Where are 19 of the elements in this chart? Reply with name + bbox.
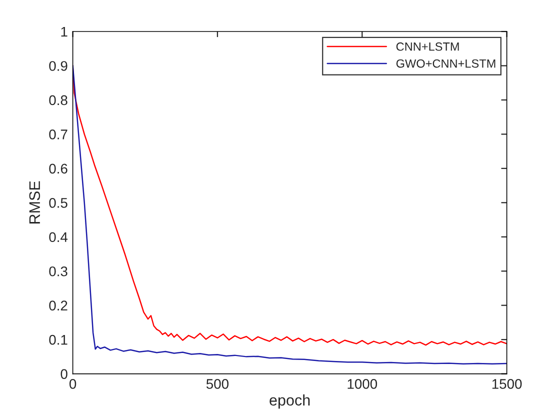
legend-label: GWO+CNN+LSTM [396, 59, 496, 68]
y-tick-label: 0.8 [49, 95, 68, 106]
legend-label: CNN+LSTM [396, 42, 459, 51]
y-tick-label: 0 [60, 369, 68, 379]
x-axis-title: epoch [270, 394, 310, 409]
y-tick-label: 0.1 [49, 334, 68, 345]
y-axis-title: RMSE [29, 181, 40, 224]
y-tick-label: 0.2 [49, 300, 68, 311]
y-tick-label: 0.5 [49, 198, 68, 208]
x-tick-label: 500 [206, 379, 229, 389]
x-tick-label: 1500 [492, 379, 522, 389]
y-tick-label: 0.7 [49, 130, 68, 140]
x-tick-label: 1000 [348, 379, 378, 389]
y-tick-label: 0.6 [49, 164, 68, 174]
y-tick-label: 0.9 [49, 61, 68, 71]
y-tick-label: 1 [61, 26, 68, 37]
y-tick-label: 0.3 [49, 266, 68, 276]
y-tick-label: 0.4 [49, 232, 68, 242]
x-tick-label: 0 [69, 379, 76, 389]
